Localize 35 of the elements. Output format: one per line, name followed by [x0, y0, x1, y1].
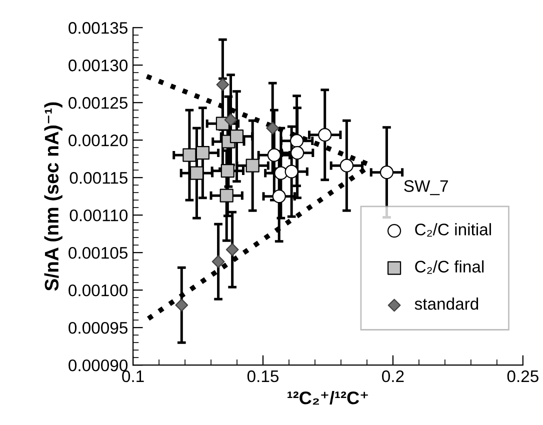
- y-tick-label: 0.00120: [68, 134, 128, 146]
- point: [380, 166, 394, 180]
- y-tick-label: 0.00125: [68, 97, 128, 109]
- point: [196, 146, 210, 160]
- x-tick-label: 0.15: [247, 370, 279, 382]
- point: [175, 298, 188, 312]
- y-tick-label: 0.00135: [68, 22, 128, 34]
- y-tick-label: 0.00115: [70, 172, 128, 184]
- point: [226, 243, 239, 256]
- y-tick-label: 0.00110: [70, 210, 128, 222]
- point: [230, 130, 244, 144]
- y-tick-label: 0.00095: [68, 322, 128, 334]
- point: [340, 158, 354, 172]
- y-tick-label: 0.00090: [68, 359, 128, 372]
- x-tick-label: 0.25: [507, 370, 538, 382]
- point: [266, 122, 280, 135]
- legend-label: C₂/C final: [415, 260, 484, 274]
- point: [290, 134, 304, 148]
- y-tick-label: 0.00100: [68, 284, 128, 296]
- point: [190, 166, 204, 180]
- point: [182, 148, 196, 162]
- point: [246, 158, 260, 172]
- legend-label: C₂/C initial: [415, 223, 491, 237]
- point: [318, 128, 332, 142]
- point: [224, 113, 238, 126]
- annotation: SW_7: [404, 180, 448, 196]
- x-axis-title: ¹²C₂⁺/¹²C⁺: [288, 391, 368, 405]
- x-tick-label: 0.1: [122, 370, 144, 382]
- y-tick-label: 0.00130: [68, 60, 128, 72]
- legend-label: standard: [414, 298, 478, 310]
- x-tick-label: 0.2: [382, 370, 404, 382]
- y-tick-label: 0.00105: [68, 246, 128, 259]
- point: [220, 188, 234, 202]
- y-axis-title: S/nA (nm (sec nA)⁻¹): [44, 102, 62, 291]
- point: [212, 255, 225, 268]
